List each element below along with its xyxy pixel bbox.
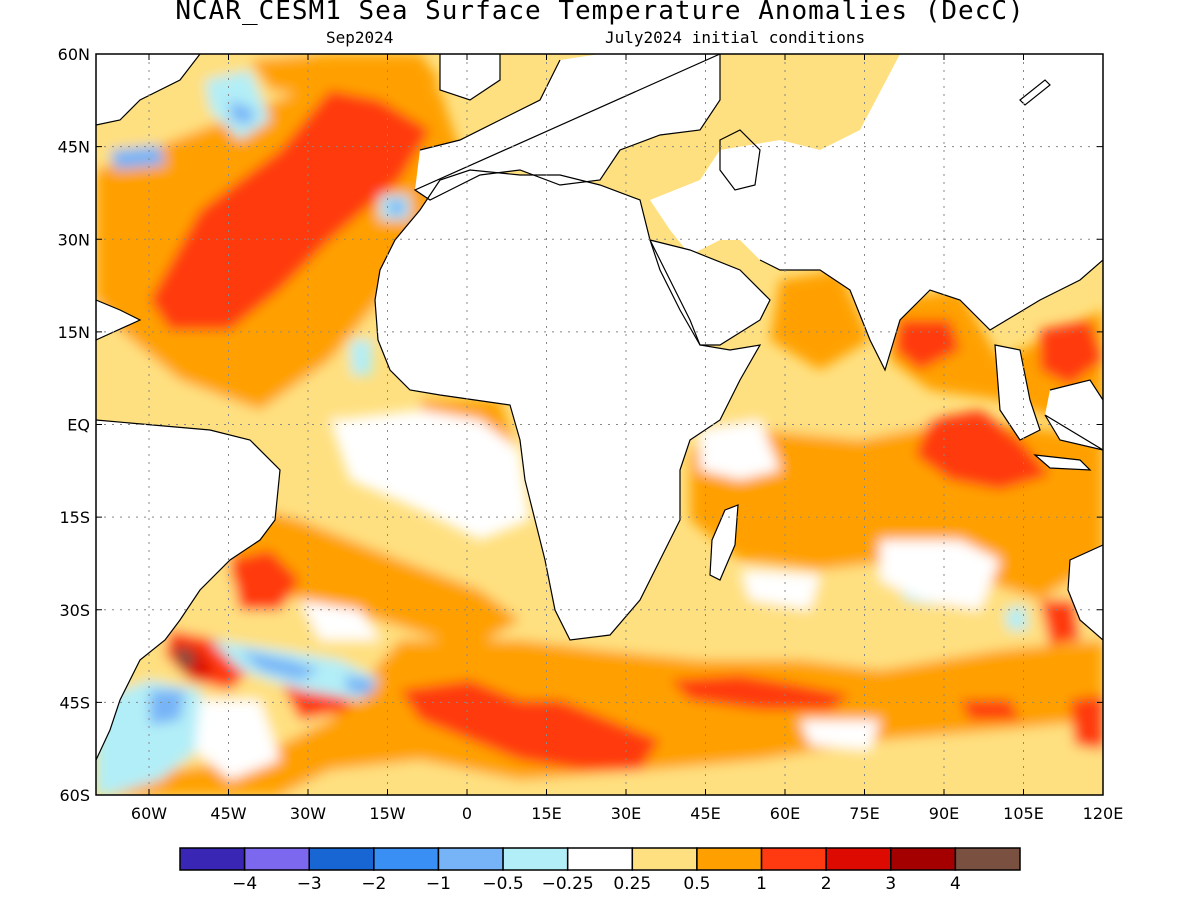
lat-label: 30S xyxy=(59,601,90,620)
colorbar-swatch xyxy=(308,847,375,871)
graticule xyxy=(96,54,1103,795)
lon-label: 45E xyxy=(690,804,720,823)
latitude-labels: 60N 45N 30N 15N EQ 15S 30S 45S 60S xyxy=(58,45,90,805)
colorbar-swatch xyxy=(502,847,569,871)
colorbar-tick-label: 0.25 xyxy=(613,874,651,894)
lat-label: 30N xyxy=(58,230,90,249)
lat-label: 15N xyxy=(58,323,90,342)
colorbar-swatch xyxy=(696,847,763,871)
lat-label: 60S xyxy=(59,786,90,805)
colorbar-tick-label: −0.25 xyxy=(542,874,594,894)
colorbar-swatch xyxy=(631,847,698,871)
lon-label: 45W xyxy=(210,804,246,823)
lon-label: 15E xyxy=(531,804,561,823)
axis-ticks xyxy=(96,53,1104,796)
lon-label: 75E xyxy=(849,804,879,823)
coastlines xyxy=(96,54,1103,761)
map-title: NCAR_CESM1 Sea Surface Temperature Anoma… xyxy=(175,0,1025,26)
lon-label: 105E xyxy=(1003,804,1044,823)
lon-label: 0 xyxy=(462,804,472,823)
colorbar-tick-label: −0.5 xyxy=(482,874,523,894)
lat-label: 45N xyxy=(58,138,90,157)
colorbar-tick-label: −1 xyxy=(426,874,451,894)
colorbar-swatch xyxy=(825,847,892,871)
colorbar xyxy=(179,847,1021,871)
colorbar-swatch xyxy=(954,847,1021,871)
initial-conditions-label: July2024 initial conditions xyxy=(605,28,866,47)
lon-label: 120E xyxy=(1083,804,1124,823)
lon-label: 30W xyxy=(290,804,326,823)
colorbar-swatch xyxy=(179,847,246,871)
colorbar-labels: −4 −3 −2 −1 −0.5 −0.25 0.25 0.5 1 2 3 4 xyxy=(232,874,961,894)
colorbar-tick-label: 4 xyxy=(950,874,961,894)
lon-label: 60W xyxy=(131,804,167,823)
lat-label: 45S xyxy=(59,693,90,712)
lon-label: 60E xyxy=(770,804,800,823)
colorbar-swatch xyxy=(437,847,504,871)
colorbar-tick-label: 1 xyxy=(756,874,767,894)
colorbar-tick-label: 2 xyxy=(821,874,832,894)
colorbar-tick-label: −4 xyxy=(232,874,257,894)
colorbar-tick-label: −2 xyxy=(361,874,386,894)
lon-label: 30E xyxy=(611,804,641,823)
colorbar-swatch xyxy=(373,847,440,871)
lon-label: 90E xyxy=(929,804,959,823)
lat-label: EQ xyxy=(67,416,90,435)
colorbar-tick-label: 0.5 xyxy=(683,874,710,894)
land-masses xyxy=(96,54,1103,760)
valid-month-label: Sep2024 xyxy=(326,28,394,47)
lat-label: 60N xyxy=(58,45,90,64)
anomaly-field xyxy=(96,54,1103,795)
longitude-labels: 60W 45W 30W 15W 0 15E 30E 45E 60E 75E 90E 105E 120E xyxy=(131,804,1123,823)
colorbar-swatch xyxy=(890,847,957,871)
lon-label: 15W xyxy=(369,804,405,823)
colorbar-swatch xyxy=(760,847,827,871)
colorbar-tick-label: 3 xyxy=(885,874,896,894)
colorbar-swatch xyxy=(243,847,310,871)
colorbar-swatch xyxy=(566,847,634,871)
lat-label: 15S xyxy=(59,508,90,527)
colorbar-tick-label: −3 xyxy=(297,874,322,894)
anomaly-shading xyxy=(96,54,1103,795)
